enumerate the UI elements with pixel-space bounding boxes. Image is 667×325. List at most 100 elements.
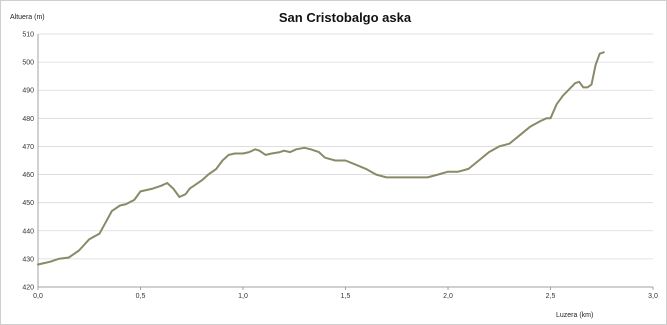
y-tick-label: 490 [22,88,34,95]
elevation-point [265,154,266,155]
elevation-point [546,118,547,119]
x-tick-label: 3,0 [648,293,658,300]
y-tick-label: 420 [22,285,34,292]
elevation-point [427,177,428,178]
elevation-point [146,189,147,190]
elevation-point [228,154,229,155]
elevation-point [583,87,584,88]
elevation-point [570,87,571,88]
elevation-point [318,152,319,153]
elevation-point [396,177,397,178]
x-tick-label: 2,5 [546,293,556,300]
elevation-point [234,153,235,154]
elevation-point [111,211,112,212]
y-tick-label: 440 [22,228,34,235]
elevation-point [599,53,600,54]
y-tick-label: 450 [22,200,34,207]
elevation-point [579,81,580,82]
elevation-point [386,177,387,178]
elevation-point [44,263,45,264]
elevation-point [185,194,186,195]
elevation-point [271,153,272,154]
elevation-point [556,104,557,105]
elevation-point [575,83,576,84]
elevation-point [540,121,541,122]
series-layer [37,51,605,266]
elevation-point [290,152,291,153]
elevation-point [437,174,438,175]
elevation-point [529,126,530,127]
elevation-point [509,143,510,144]
x-tick-label: 0,0 [33,293,43,300]
elevation-point [283,150,284,151]
elevation-point [365,168,366,169]
elevation-point [296,149,297,150]
y-tick-label: 460 [22,172,34,179]
y-tick-label: 470 [22,144,34,151]
elevation-point [324,157,325,158]
elevation-point [68,257,69,258]
elevation-series-line [37,51,605,266]
elevation-point [259,150,260,151]
elevation-point [591,84,592,85]
elevation-point [99,233,100,234]
elevation-point [255,149,256,150]
elevation-point [37,264,38,265]
elevation-point [216,168,217,169]
elevation-point [50,261,51,262]
y-tick-label: 480 [22,116,34,123]
elevation-point [468,168,469,169]
elevation-point [160,185,161,186]
elevation-point [173,188,174,189]
elevation-point [447,171,448,172]
elevation-point [603,52,604,53]
elevation-point [417,177,418,178]
y-tick-labels: 510 500 490 480 470 460 450 440 430 420 [22,32,34,292]
elevation-point [458,171,459,172]
y-tick-label: 430 [22,256,34,263]
chart-title: San Cristobalgo aska [279,10,412,25]
elevation-point [488,152,489,153]
x-tick-label: 1,0 [238,293,248,300]
y-tick-label: 510 [22,32,34,39]
elevation-point [89,239,90,240]
elevation-point [587,87,588,88]
elevation-point [562,95,563,96]
elevation-point [58,258,59,259]
elevation-point [242,153,243,154]
elevation-point [193,185,194,186]
elevation-point [189,188,190,189]
elevation-point [304,147,305,148]
elevation-point [249,152,250,153]
elevation-point [105,222,106,223]
elevation-point [355,164,356,165]
x-axis-title: Luzera (km) [556,312,593,319]
elevation-point [208,174,209,175]
elevation-point [595,64,596,65]
elevation-point [550,118,551,119]
elevation-point [406,177,407,178]
elevation-point [119,205,120,206]
x-tick-label: 2,0 [443,293,453,300]
elevation-point [222,160,223,161]
elevation-point [201,180,202,181]
elevation-point [279,152,280,153]
elevation-point [519,135,520,136]
elevation-point [134,199,135,200]
x-tick-label: 1,5 [341,293,351,300]
elevation-point [167,182,168,183]
x-tick-label: 0,5 [136,293,146,300]
y-axis-title: Altuera (m) [10,14,45,21]
elevation-point [179,196,180,197]
elevation-point [140,191,141,192]
elevation-point [335,160,336,161]
elevation-point [152,188,153,189]
axes [37,34,654,290]
elevation-point [345,160,346,161]
elevation-point [310,149,311,150]
elevation-point [499,146,500,147]
elevation-point [126,204,127,205]
